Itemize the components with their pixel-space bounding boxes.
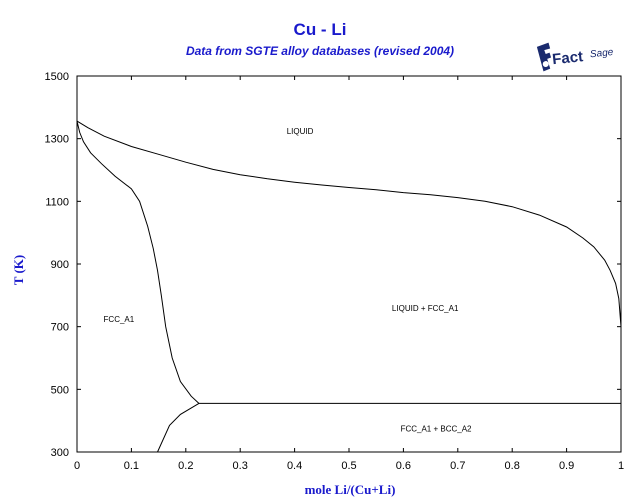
x-axis-ticks: 0 0.1 0.2 0.3 0.4 0.5 0.6 0.7 0.8 0.9 1 [74,76,624,472]
x-tick-label: 0.2 [178,460,193,472]
phase-boundary-0 [76,120,622,327]
x-tick-label: 0 [74,460,80,472]
x-tick-label: 0.8 [505,460,520,472]
y-tick-label: 1100 [45,196,69,208]
x-tick-label: 0.4 [287,460,302,472]
svg-text:Sage: Sage [589,47,614,60]
y-tick-label: 500 [51,384,69,396]
region-label: LIQUID [287,127,314,136]
x-tick-label: 1 [618,460,624,472]
plot-frame [76,75,622,453]
x-tick-label: 0.6 [396,460,411,472]
phase-boundaries [76,120,622,453]
x-tick-label: 0.7 [450,460,465,472]
x-tick-label: 0.5 [341,460,356,472]
x-tick-label: 0.9 [559,460,574,472]
y-axis-label: T (K) [11,254,26,286]
phase-boundary-1 [76,120,200,404]
chart-title: Cu - Li [293,20,347,39]
x-axis-label: mole Li/(Cu+Li) [304,482,396,497]
region-label: FCC_A1 [104,315,135,324]
x-tick-label: 0.3 [233,460,248,472]
phase-boundary-2 [157,402,200,453]
y-tick-label: 700 [51,322,69,334]
y-tick-label: 900 [51,259,69,271]
region-label: FCC_A1 + BCC_A2 [401,425,472,434]
y-tick-label: 300 [51,447,69,459]
chart-subtitle: Data from SGTE alloy databases (revised … [185,44,455,58]
factsage-logo: Fact Sage [536,42,614,72]
svg-text:Fact: Fact [551,48,583,68]
y-tick-label: 1300 [45,134,69,146]
region-labels: LIQUID LIQUID + FCC_A1 FCC_A1 FCC_A1 + BCC_… [104,127,473,434]
region-label: LIQUID + FCC_A1 [392,304,459,313]
x-tick-label: 0.1 [124,460,139,472]
y-axis-ticks: 300 500 700 900 1100 1300 1500 [45,71,621,459]
y-tick-label: 1500 [45,71,69,83]
